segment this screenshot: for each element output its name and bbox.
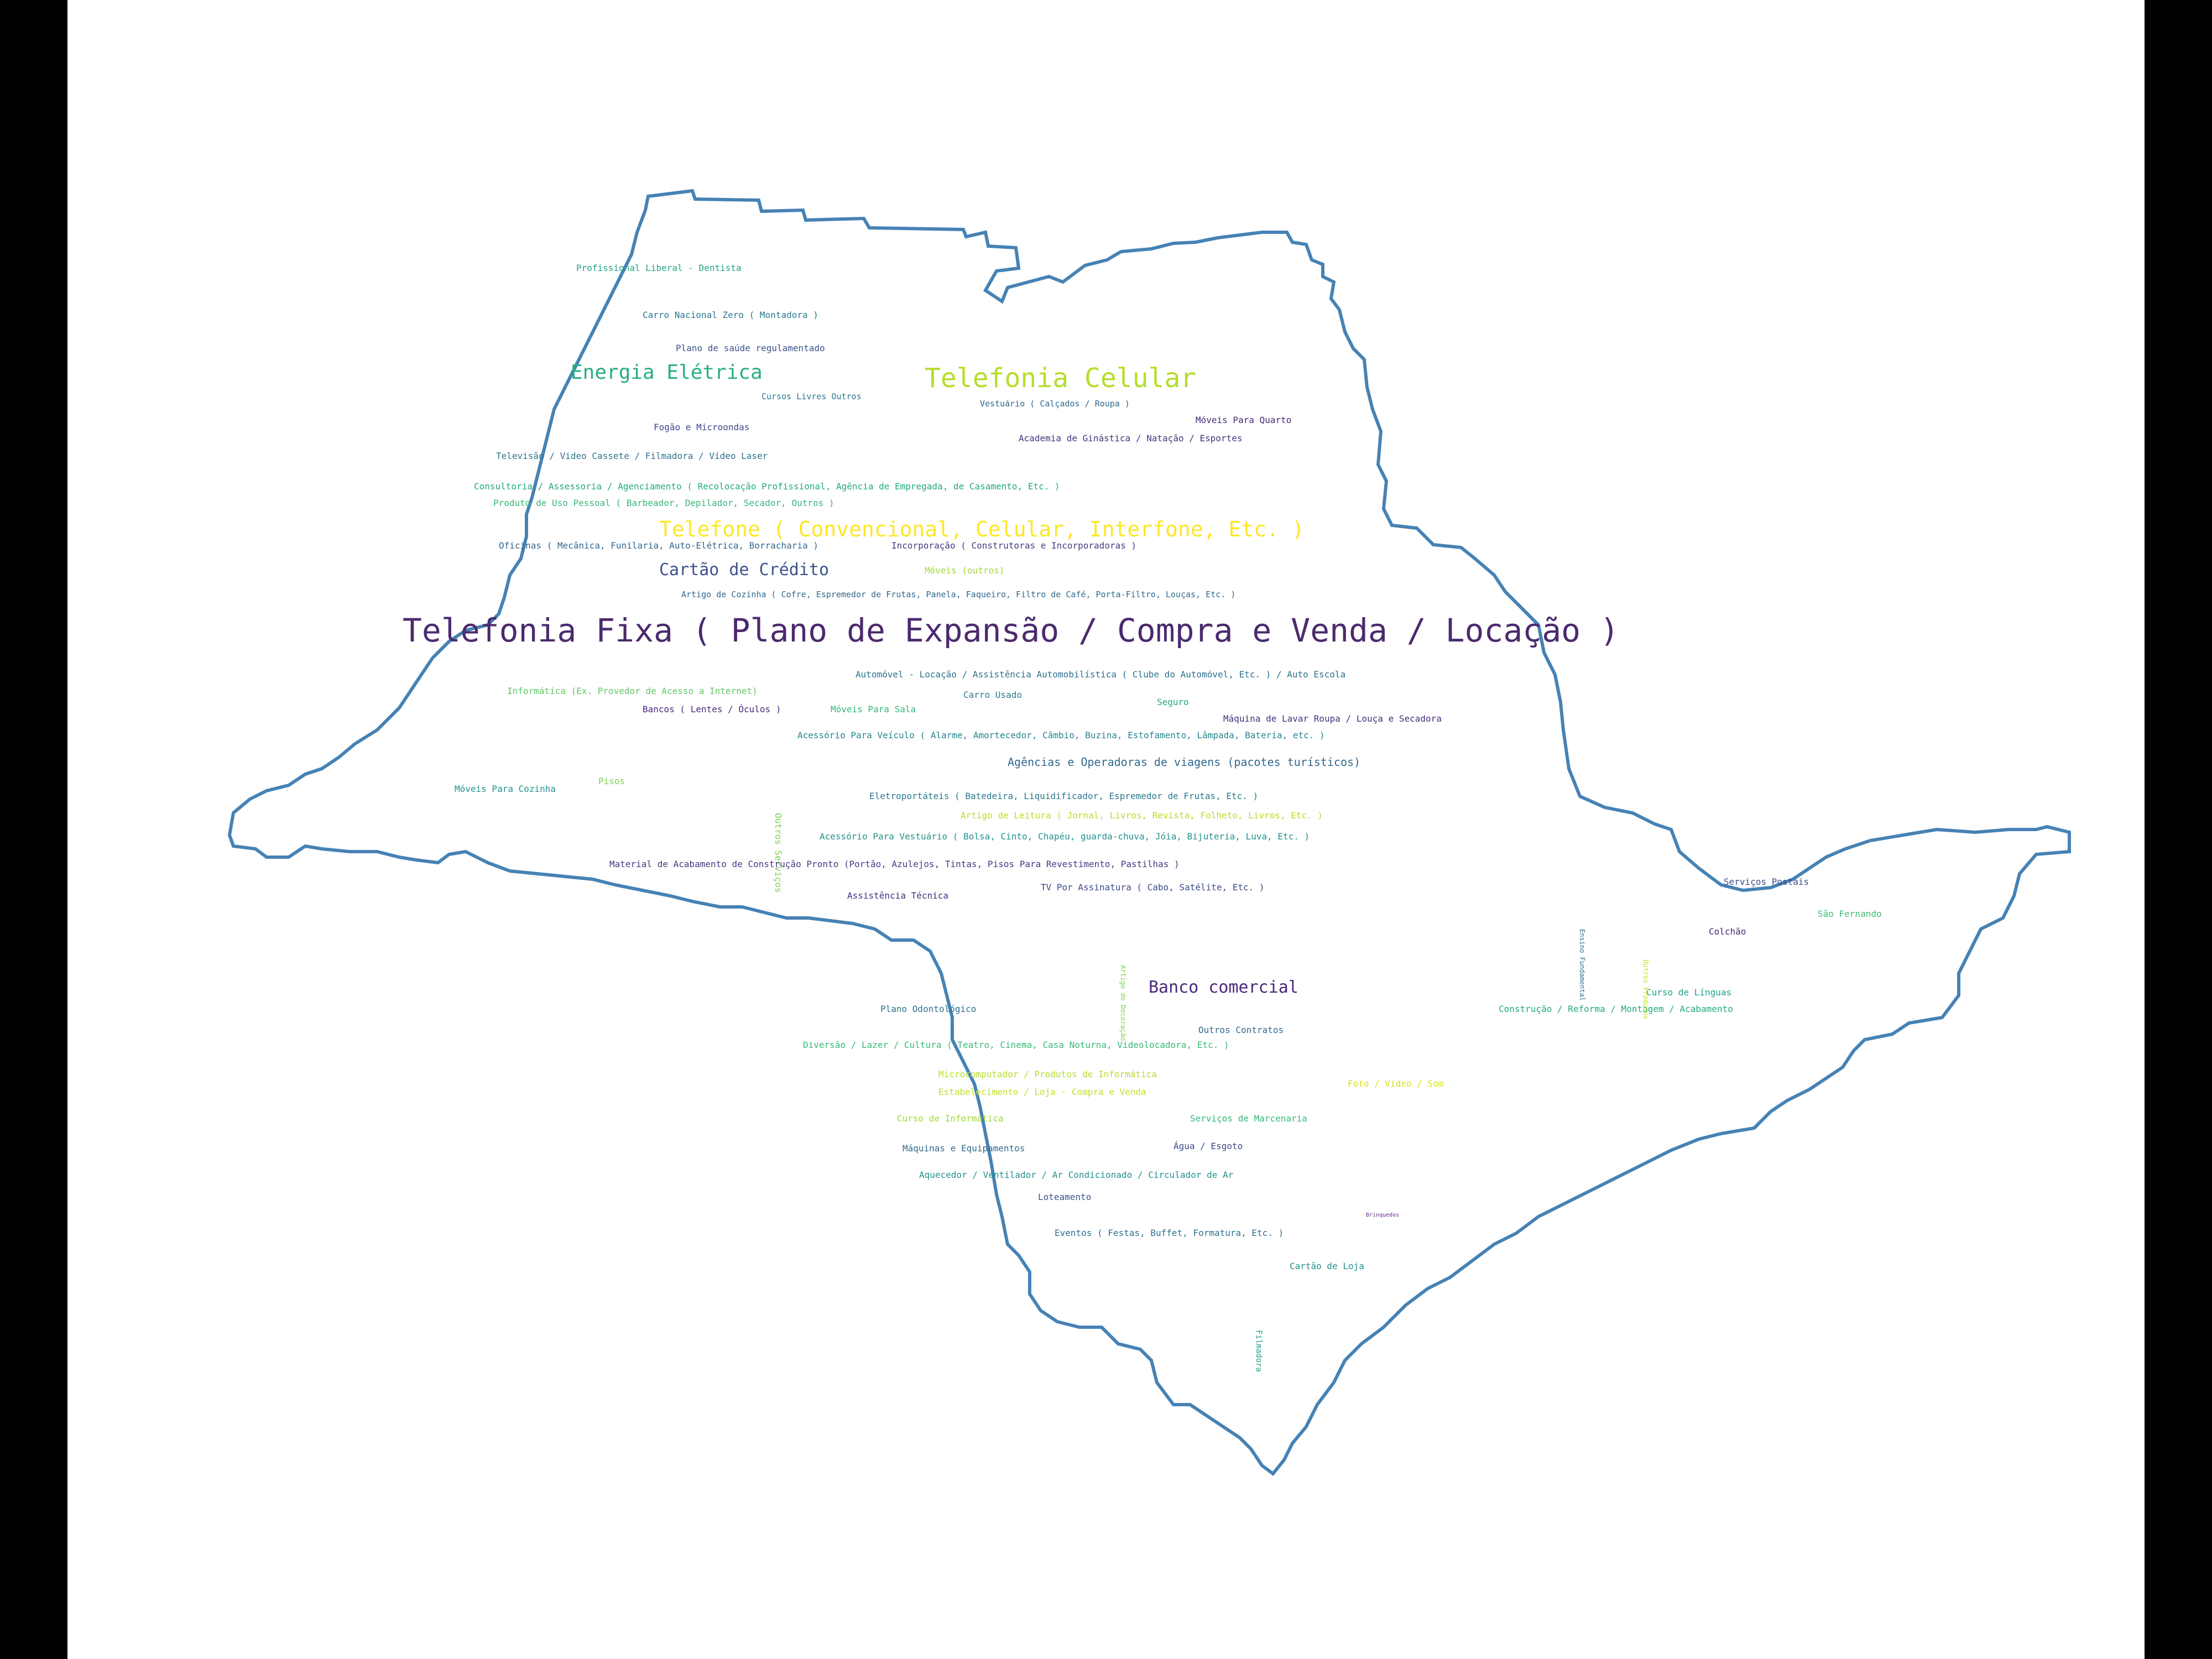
word-47: Microcomputador / Produtos de Informátic… <box>938 1069 1157 1079</box>
word-48: Estabelecimento / Loja - Compra e Venda <box>938 1087 1146 1097</box>
word-18: Oficinas ( Mecânica, Funilaria, Auto-Elé… <box>499 540 818 551</box>
word-17: Produto de Uso Pessoal ( Barbeador, Depi… <box>493 498 834 508</box>
word-42: Curso de Línguas <box>1646 987 1731 998</box>
word-46: Diversão / Lazer / Cultura ( Teatro, Cin… <box>803 1040 1229 1050</box>
word-62: Artigo de Decoração <box>1119 965 1127 1041</box>
word-43: Construção / Reforma / Montagem / Acabam… <box>1499 1004 1733 1014</box>
word-cloud-words: Telefonia Fixa ( Plano de Expansão / Com… <box>403 263 1882 1372</box>
word-27: Móveis Para Sala <box>831 704 916 714</box>
word-15: Televisão / Video Cassete / Filmadora / … <box>496 451 768 461</box>
word-49: Foto / Vídeo / Som <box>1348 1078 1443 1089</box>
word-44: Plano Odontológico <box>880 1004 976 1014</box>
word-10: Cursos Livres Outros <box>761 392 862 401</box>
word-3: Energia Elétrica <box>571 361 763 384</box>
word-23: Informática (Ex. Provedor de Acesso a In… <box>507 686 758 696</box>
word-51: Serviços de Marcenaria <box>1190 1113 1307 1124</box>
word-39: Serviços Postais <box>1724 877 1809 887</box>
word-58: Filmadora <box>1254 1330 1263 1372</box>
word-30: Outros Serviços <box>773 813 784 893</box>
word-11: Vestuário ( Calçados / Roupa ) <box>980 399 1130 409</box>
word-21: Artigo de Cozinha ( Cofre, Espremedor de… <box>681 589 1235 599</box>
word-20: Móveis (outros) <box>925 565 1005 576</box>
word-2: Telefone ( Convencional, Celular, Interf… <box>659 517 1305 541</box>
word-13: Móveis Para Quarto <box>1196 415 1291 425</box>
word-32: Pisos <box>598 776 625 786</box>
word-22: Automóvel - Locação / Assistência Automo… <box>855 669 1345 680</box>
word-53: Máquinas e Equipamentos <box>902 1143 1025 1154</box>
word-56: Eventos ( Festas, Buffet, Formatura, Etc… <box>1055 1228 1284 1238</box>
word-1: Telefonia Celular <box>925 363 1196 394</box>
word-35: Acessório Para Vestuário ( Bolsa, Cinto,… <box>820 831 1310 842</box>
word-55: Loteamento <box>1038 1192 1091 1202</box>
word-57: Cartão de Loja <box>1290 1261 1364 1271</box>
word-24: Carro Usado <box>963 690 1022 700</box>
word-7: Profissional Liberal - Dentista <box>576 263 742 273</box>
word-9: Plano de saúde regulamentado <box>676 343 825 353</box>
word-52: Água / Esgoto <box>1173 1141 1243 1151</box>
word-14: Academia de Ginástica / Natação / Esport… <box>1019 433 1243 444</box>
word-40: São Fernando <box>1818 909 1882 919</box>
word-41: Colchão <box>1709 926 1746 937</box>
word-4: Cartão de Crédito <box>659 560 829 580</box>
word-34: Artigo de Leitura ( Jornal, Livros, Revi… <box>961 810 1323 821</box>
word-28: Máquina de Lavar Roupa / Louça e Secador… <box>1223 713 1442 724</box>
word-6: Agências e Operadoras de viagens (pacote… <box>1008 755 1360 769</box>
sao-paulo-wordcloud: Telefonia Fixa ( Plano de Expansão / Com… <box>227 189 2071 1477</box>
word-16: Consultoria / Assessoria / Agenciamento … <box>474 481 1060 492</box>
word-54: Aquecedor / Ventilador / Ar Condicionado… <box>919 1170 1234 1180</box>
word-8: Carro Nacional Zero ( Montadora ) <box>643 310 818 320</box>
word-0: Telefonia Fixa ( Plano de Expansão / Com… <box>403 612 1619 649</box>
word-38: Assistência Técnica <box>847 890 948 901</box>
word-37: TV Por Assinatura ( Cabo, Satélite, Etc.… <box>1041 882 1265 893</box>
state-outline <box>227 189 2071 1477</box>
word-12: Fogão e Microondas <box>654 422 749 432</box>
word-61: Outros Produtos <box>1642 959 1650 1019</box>
word-60: Ensino Fundamental <box>1578 929 1586 1001</box>
word-19: Incorporação ( Construtoras e Incorporad… <box>891 540 1136 551</box>
word-25: Seguro <box>1157 697 1189 707</box>
word-33: Eletroportáteis ( Batedeira, Liquidifica… <box>869 791 1258 801</box>
word-29: Acessório Para Veículo ( Alarme, Amortec… <box>797 730 1325 740</box>
word-26: Bancos ( Lentes / Óculos ) <box>643 704 781 714</box>
word-45: Outros Contratos <box>1198 1025 1284 1035</box>
wordcloud-canvas: Telefonia Fixa ( Plano de Expansão / Com… <box>67 0 2145 1659</box>
word-59: Brinquedos <box>1366 1212 1399 1218</box>
word-31: Móveis Para Cozinha <box>455 784 556 794</box>
word-50: Curso de Informática <box>897 1113 1004 1124</box>
word-36: Material de Acabamento de Construção Pro… <box>609 859 1180 869</box>
word-5: Banco comercial <box>1149 978 1298 997</box>
